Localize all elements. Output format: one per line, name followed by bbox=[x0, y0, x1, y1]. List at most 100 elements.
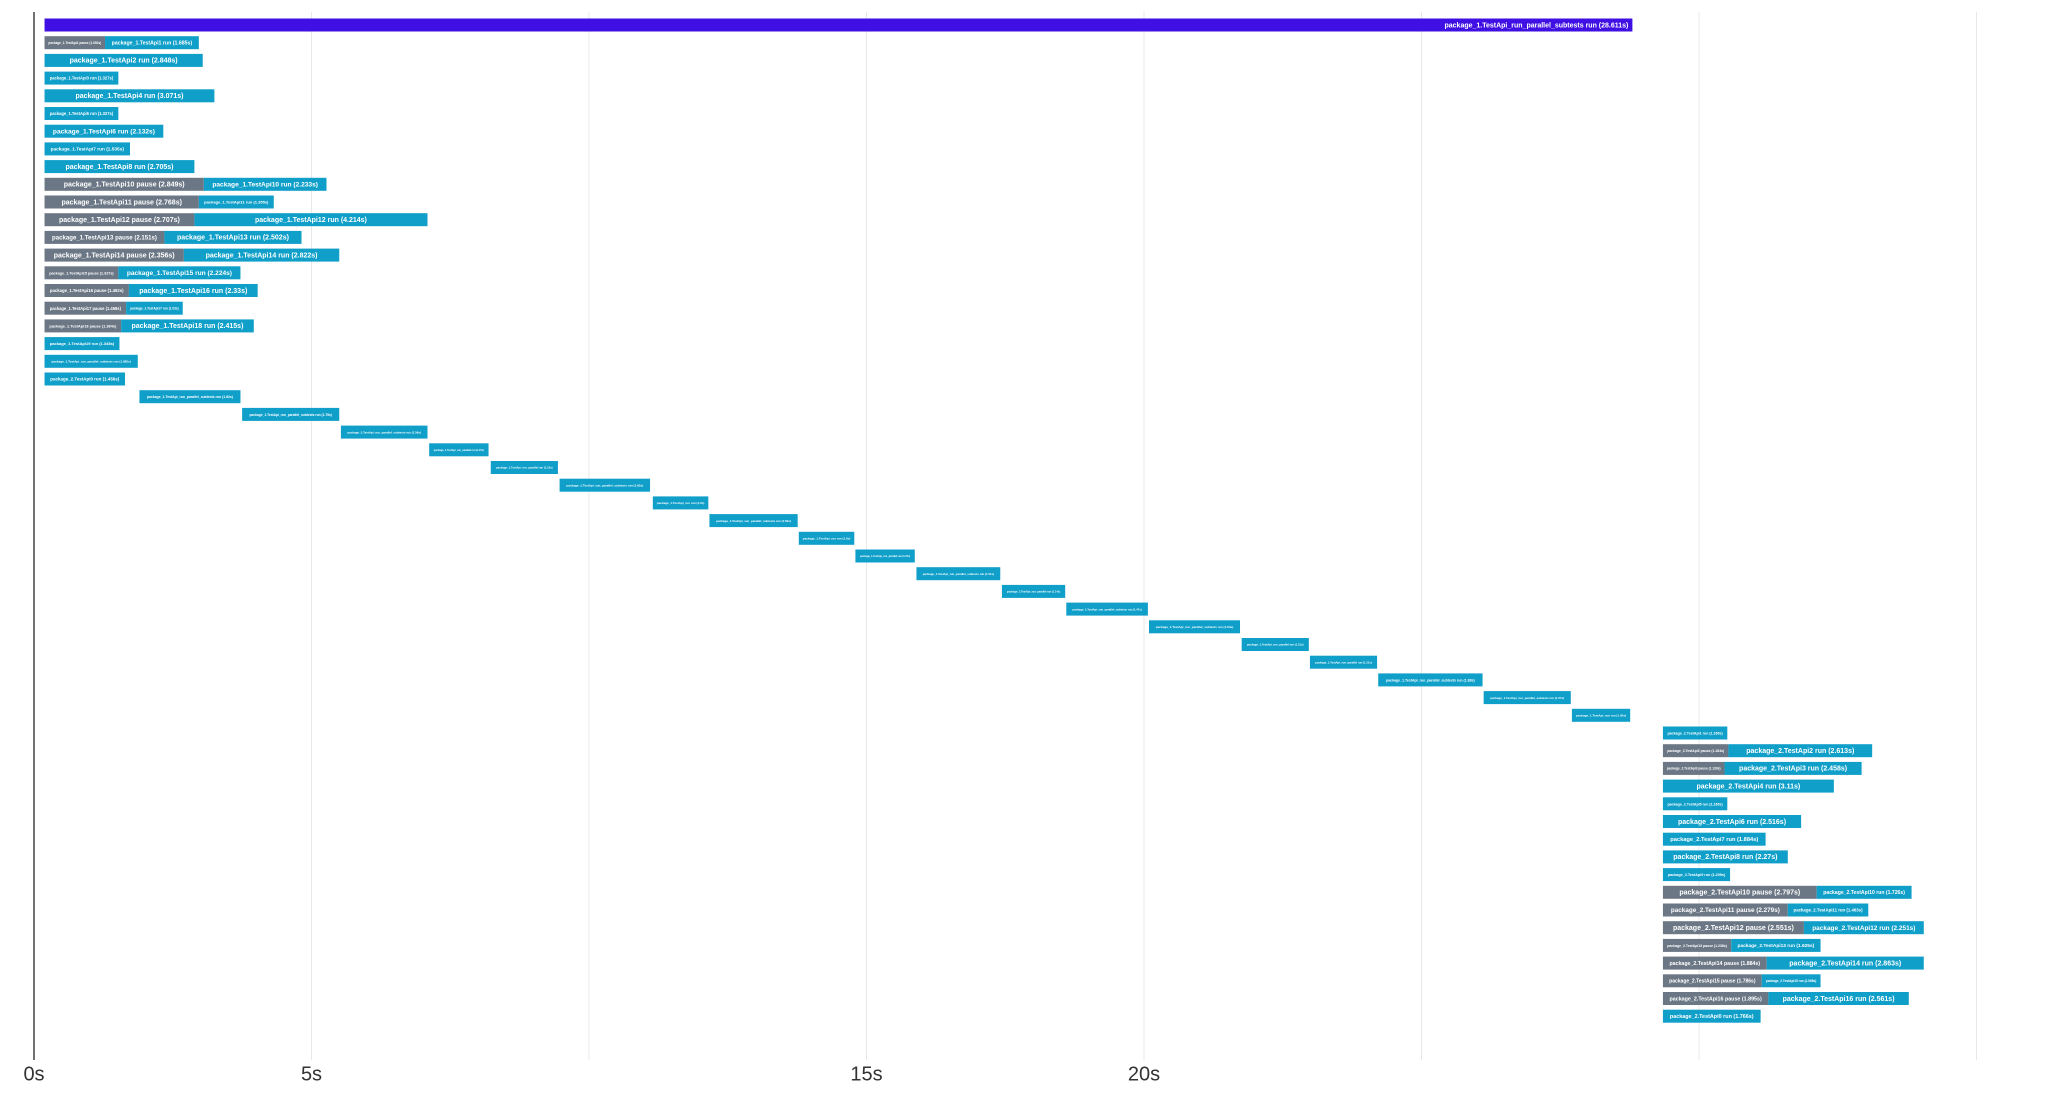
bar-label: package_1.TestApi_run run (1.0s) bbox=[657, 501, 705, 505]
bar-segment bbox=[1816, 885, 1912, 899]
bar-segment bbox=[652, 496, 709, 510]
bar-label: package_1.TestApi18 run (2.415s) bbox=[131, 323, 243, 330]
bar-segment bbox=[1787, 903, 1869, 917]
bar-label: package_1.TestApi5 run (1.327s) bbox=[50, 111, 114, 116]
bar-label: package_2.TestApi9 run (1.209s) bbox=[1668, 873, 1726, 877]
bar-label: package_1.TestApi_run_parallel_subtests … bbox=[147, 395, 233, 399]
bar-segment bbox=[44, 230, 165, 244]
bar-segment bbox=[44, 18, 1633, 32]
bar-label: package_1.TestApi_run_parallel_subtests … bbox=[716, 519, 791, 523]
bar-segment bbox=[1309, 655, 1378, 669]
bar-segment bbox=[44, 177, 204, 191]
bar-segment bbox=[559, 478, 651, 492]
bar-segment bbox=[164, 230, 302, 244]
bar-segment bbox=[916, 567, 1001, 581]
bar-label: package_2.TestApi13 run (1.625s) bbox=[1738, 943, 1815, 949]
bar-segment bbox=[118, 266, 241, 280]
bar-segment bbox=[1662, 938, 1732, 952]
bar-label: package_1.TestApi_run_parallel_subtests … bbox=[250, 413, 332, 417]
bar-label: package_2.TestApi14 run (2.863s) bbox=[1789, 960, 1901, 967]
bar-label: package_1.TestApi16 run (2.33s) bbox=[139, 288, 247, 295]
bar-label: package_2.TestApi10 run (1.726s) bbox=[1823, 890, 1905, 896]
bar-label: package_1.TestApi15 pause (1.327s) bbox=[49, 271, 114, 275]
bar-segment bbox=[44, 372, 126, 386]
bar-segment bbox=[1761, 974, 1821, 988]
bar-label: package_2.TestApi16 pause (1.895s) bbox=[1670, 996, 1762, 1002]
bar-segment bbox=[1662, 992, 1769, 1005]
bar-segment bbox=[44, 71, 119, 85]
bar-label: package_1.TestApi_run_parallel_subtests … bbox=[1444, 22, 1628, 29]
bar-segment bbox=[1724, 761, 1862, 775]
bar-label: package_1.TestApi15 run (2.224s) bbox=[127, 270, 232, 277]
bar-label: package_1.TestApi_run_parallel run (1.21… bbox=[496, 466, 553, 470]
bar-segment bbox=[1662, 1009, 1761, 1023]
bar-label: package_1.TestApi_run run (1.05s) bbox=[1576, 714, 1626, 718]
bar-label: package_1.TestApi3 run (1.327s) bbox=[50, 76, 114, 81]
bar-label: package_2.TestApi2 pause (1.184s) bbox=[1667, 749, 1724, 753]
x-tick-label: 5s bbox=[301, 1063, 322, 1085]
bar-label: package_2.TestApi10 pause (2.797s) bbox=[1679, 890, 1800, 897]
bar-segment bbox=[203, 177, 327, 191]
bar-label: package_1.TestApi_run_parallel_subtests … bbox=[1072, 607, 1141, 611]
bar-label: package_2.TestApi6 run (2.516s) bbox=[1678, 819, 1786, 826]
bar-segment bbox=[44, 284, 129, 297]
bar-label: package_2.TestApi13 pause (1.238s) bbox=[1667, 944, 1727, 948]
bar-segment bbox=[139, 390, 241, 404]
bar-label: package_1.TestApi_run_parallel_subtests … bbox=[1490, 696, 1564, 700]
bar-segment bbox=[1241, 638, 1309, 651]
bar-segment bbox=[44, 195, 199, 209]
bar-label: package_2.TestApi2 run (2.613s) bbox=[1746, 748, 1854, 755]
bar-label: package_2.TestApi0 run (1.456s) bbox=[50, 377, 119, 382]
bar-label: package_2.TestApi1 run (1.165s) bbox=[1667, 731, 1723, 735]
bar-segment bbox=[855, 549, 915, 563]
bar-label: package_1.TestApi_run run (1.0s) bbox=[803, 537, 851, 541]
bar-label: package_2.TestApi8 run (2.27s) bbox=[1673, 854, 1777, 861]
bar-label: package_1.TestApi_run_parallel run (1.21… bbox=[1315, 660, 1372, 664]
bar-label: package_1.TestApi_run_parallel run (1.07… bbox=[860, 555, 910, 558]
bar-segment bbox=[1662, 885, 1817, 899]
bar-label: package_1.TestApi11 pause (2.768s) bbox=[61, 199, 182, 206]
bar-segment bbox=[126, 301, 183, 315]
bar-segment bbox=[44, 160, 195, 174]
bar-label: package_1.TestApi14 run (2.822s) bbox=[206, 252, 318, 259]
bar-segment bbox=[1731, 938, 1821, 952]
x-tick-label: 0s bbox=[23, 1063, 44, 1085]
bar-label: package_1.TestApi10 run (2.233s) bbox=[212, 182, 318, 189]
bar-segment bbox=[340, 425, 428, 439]
bar-segment bbox=[44, 53, 203, 67]
bar-segment bbox=[1571, 708, 1631, 722]
bar-label: package_1.TestApi_run_parallel run (1.07… bbox=[434, 449, 484, 452]
bar-segment bbox=[44, 301, 127, 315]
bar-label: package_1.TestApi_run_parallel run (1.21… bbox=[1247, 643, 1304, 647]
bar-label: package_1.TestApi_run_parallel_subtests … bbox=[52, 360, 131, 364]
bar-label: package_1.TestApi16 pause (1.492s) bbox=[50, 288, 124, 293]
bar-segment bbox=[1662, 744, 1729, 758]
bar-segment bbox=[709, 514, 798, 528]
bar-segment bbox=[1662, 797, 1728, 811]
bar-label: package_1.TestApi8 run (2.705s) bbox=[65, 164, 173, 171]
x-tick-label: 15s bbox=[850, 1063, 882, 1085]
bar-label: package_1.TestApi6 run (2.132s) bbox=[53, 128, 155, 135]
bar-segment bbox=[44, 89, 215, 103]
bar-label: package_1.TestApi1 pause (1.092s) bbox=[48, 41, 101, 45]
bar-segment bbox=[1662, 726, 1728, 740]
bar-segment bbox=[1378, 673, 1483, 687]
bar-label: package_1.TestApi_run_parallel run (1.14… bbox=[1007, 590, 1060, 594]
bar-label: package_1.TestApi10 pause (2.849s) bbox=[64, 182, 185, 189]
bar-segment bbox=[44, 354, 138, 368]
bar-label: package_2.TestApi3 pause (1.139s) bbox=[1667, 767, 1721, 771]
bar-label: package_2.TestApi0 run (1.766s) bbox=[1670, 1014, 1754, 1020]
bar-segment bbox=[44, 213, 195, 227]
bar-label: package_1.TestApi4 run (3.071s) bbox=[75, 93, 183, 100]
bar-label: package_1.TestApi12 run (4.214s) bbox=[255, 217, 367, 224]
bar-label: package_2.TestApi5 run (1.165s) bbox=[1667, 802, 1723, 806]
bar-segment bbox=[44, 142, 131, 156]
bar-label: package_2.TestApi12 pause (2.551s) bbox=[1673, 925, 1794, 932]
bar-label: package_1.TestApi7 run (1.535s) bbox=[51, 147, 125, 153]
bar-label: package_1.TestApi_run_parallel_subtests … bbox=[566, 484, 643, 488]
bar-label: package_1.TestApi18 pause (1.384s) bbox=[49, 323, 117, 328]
bar-segment bbox=[105, 36, 199, 50]
bar-label: package_1.TestApi19 run (1.348s) bbox=[50, 341, 115, 346]
bar-segment bbox=[490, 461, 558, 474]
